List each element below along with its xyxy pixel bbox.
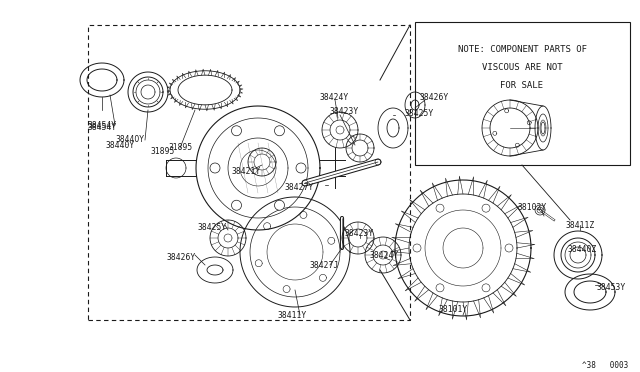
Text: 38411Y: 38411Y bbox=[277, 311, 307, 320]
Text: 38453Y: 38453Y bbox=[597, 283, 627, 292]
Text: 38427Y: 38427Y bbox=[285, 183, 314, 192]
Text: 38423Y: 38423Y bbox=[330, 108, 359, 116]
Circle shape bbox=[232, 200, 241, 210]
Text: 38440Z: 38440Z bbox=[568, 246, 597, 254]
Text: 31895: 31895 bbox=[151, 148, 175, 157]
Text: 38440Y: 38440Y bbox=[106, 141, 134, 150]
Text: 38425Y: 38425Y bbox=[198, 224, 227, 232]
Text: 38454Y: 38454Y bbox=[88, 121, 116, 129]
Text: 31895: 31895 bbox=[168, 144, 192, 153]
Text: 38424Y: 38424Y bbox=[320, 93, 349, 102]
Text: FOR SALE: FOR SALE bbox=[500, 81, 543, 90]
Bar bbox=[415, 22, 630, 165]
Text: 38411Z: 38411Z bbox=[566, 221, 595, 230]
Circle shape bbox=[296, 163, 306, 173]
Circle shape bbox=[275, 126, 285, 136]
Circle shape bbox=[505, 244, 513, 252]
Circle shape bbox=[413, 244, 421, 252]
Text: 38102Y: 38102Y bbox=[518, 202, 547, 212]
Text: 38454Y: 38454Y bbox=[88, 124, 116, 132]
Text: 38424Y: 38424Y bbox=[370, 251, 399, 260]
Text: VISCOUS ARE NOT: VISCOUS ARE NOT bbox=[482, 64, 563, 73]
Circle shape bbox=[436, 284, 444, 292]
Text: 38440Y: 38440Y bbox=[116, 135, 145, 144]
Text: 38421Y: 38421Y bbox=[232, 167, 261, 176]
Text: 38426Y: 38426Y bbox=[420, 93, 449, 103]
Circle shape bbox=[436, 204, 444, 212]
Circle shape bbox=[482, 204, 490, 212]
Text: 38427J: 38427J bbox=[310, 260, 339, 269]
Circle shape bbox=[232, 126, 241, 136]
Text: 38426Y: 38426Y bbox=[167, 253, 196, 263]
Text: NOTE: COMPONENT PARTS OF: NOTE: COMPONENT PARTS OF bbox=[458, 45, 586, 55]
Circle shape bbox=[275, 200, 285, 210]
Text: ^38   0003: ^38 0003 bbox=[582, 360, 628, 369]
Circle shape bbox=[210, 163, 220, 173]
Circle shape bbox=[482, 284, 490, 292]
Bar bbox=[88, 25, 410, 320]
Text: 38423Y: 38423Y bbox=[345, 228, 374, 237]
Text: 38425Y: 38425Y bbox=[405, 109, 435, 118]
Text: 38101Y: 38101Y bbox=[438, 305, 468, 314]
